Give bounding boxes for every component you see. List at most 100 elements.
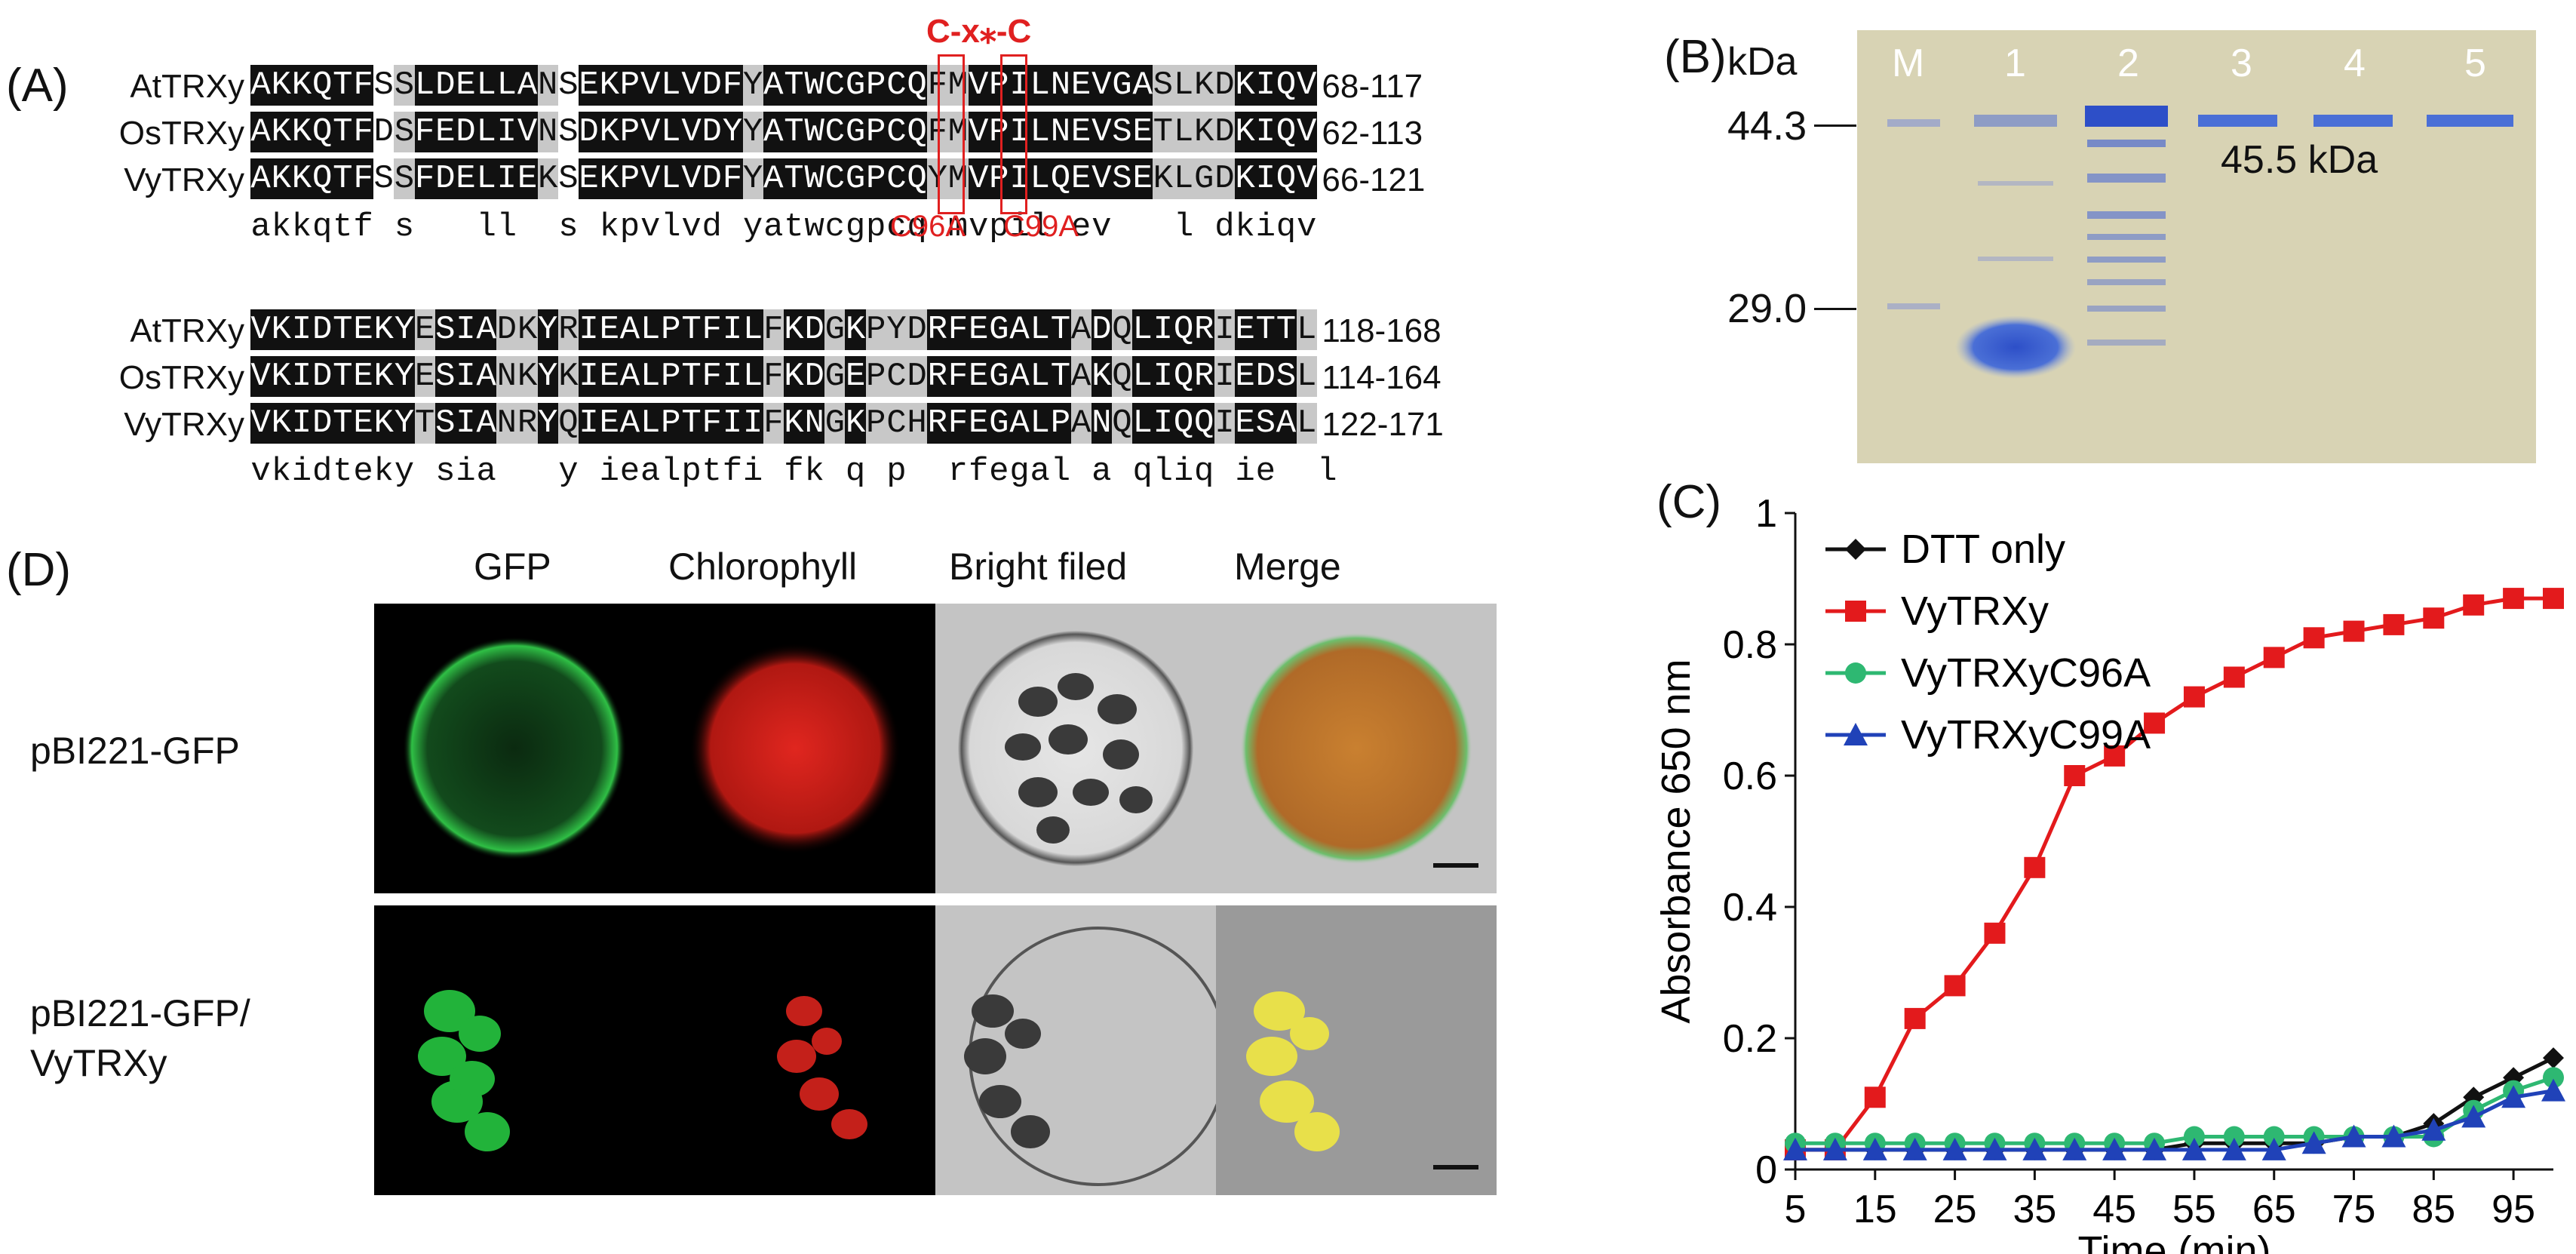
- data-point: [2543, 1047, 2564, 1069]
- data-point: [2022, 1137, 2047, 1160]
- data-point: [2223, 1126, 2245, 1148]
- marker-29-label: 29.0: [1727, 286, 1807, 331]
- y-tick-label: 0: [1755, 1148, 1777, 1192]
- band-size-label: 45.5 kDa: [2221, 138, 2378, 182]
- panel-c-label: (C): [1656, 476, 1722, 528]
- data-point: [1864, 1086, 1886, 1108]
- gel-image: [1887, 106, 2513, 379]
- consensus-row: akkqtf s ll s kpvlvd yatwcgpcq mvpil ev …: [250, 208, 1317, 246]
- mutation-label-c96a: C96A: [890, 210, 966, 243]
- x-axis-label: Time (min): [2078, 1228, 2271, 1254]
- sequence-row: VKIDTEKYESIANKYKIEALPTFILFKDGEPCDRFEGALT…: [250, 356, 1317, 397]
- x-tick-label: 55: [2172, 1188, 2216, 1231]
- data-point: [2541, 1078, 2565, 1102]
- data-point: [2421, 1117, 2446, 1141]
- data-point: [2062, 1137, 2087, 1160]
- sequence-name: AtTRXy: [130, 68, 244, 105]
- cys96-box: [938, 54, 965, 214]
- sequence-row: VKIDTEKYTSIANRYQIEALPTFIIFKNGKPCHRFEGALP…: [250, 403, 1317, 444]
- x-tick-label: 85: [2412, 1188, 2455, 1231]
- x-tick-label: 65: [2252, 1188, 2296, 1231]
- motif-label: C-x⁎-C: [926, 13, 1032, 50]
- data-point: [1944, 975, 1966, 997]
- legend-marker: [1845, 601, 1866, 622]
- panel-a-label: (A): [6, 60, 69, 112]
- data-point: [1783, 1137, 1807, 1160]
- legend-marker: [1845, 662, 1866, 684]
- mutation-label-c99a: C99A: [1003, 210, 1079, 243]
- legend-marker: [1845, 539, 1866, 560]
- data-point: [2183, 686, 2205, 708]
- column-merge: Merge: [1234, 546, 1341, 588]
- row-label-gfp-vytrxy: pBI221-GFP/ VyTRXy: [30, 992, 250, 1084]
- sequence-name: OsTRXy: [118, 115, 244, 152]
- data-point: [1984, 922, 2006, 944]
- sequence-row: AKKQTFSSFDELIEKSEKPVLVDFYATWCGPCQYMVPILQ…: [250, 158, 1317, 199]
- data-point: [1822, 1137, 1847, 1160]
- y-tick-label: 0.8: [1723, 623, 1777, 667]
- sequence-name: VyTRXy: [124, 161, 244, 198]
- micrograph-grid: [374, 604, 1497, 1195]
- data-point: [2301, 1131, 2326, 1154]
- sequence-row: AKKQTFSSLDELLANSEKPVLVDFYATWCGPCQFMVPILN…: [250, 65, 1317, 106]
- consensus-row: vkidteky sia y iealptfi fk q p rfegal a …: [250, 453, 1337, 490]
- legend-label: VyTRXy: [1901, 589, 2049, 634]
- data-point: [2104, 745, 2126, 767]
- y-tick-label: 0.6: [1723, 755, 1777, 798]
- sequence-range: 114-164: [1322, 359, 1442, 396]
- data-point: [2181, 1137, 2206, 1160]
- marker-44-tick: [1814, 124, 1856, 127]
- legend-label: DTT only: [1901, 527, 2065, 572]
- sequence-row: VKIDTEKYESIADKYRIEALPTFILFKDGKPYDRFEGALT…: [250, 309, 1317, 350]
- data-point: [2303, 627, 2325, 649]
- x-tick-label: 25: [1933, 1188, 1977, 1231]
- data-point: [2423, 607, 2445, 629]
- data-point: [2461, 1105, 2486, 1128]
- x-tick-label: 75: [2332, 1188, 2376, 1231]
- x-tick-label: 5: [1785, 1188, 1807, 1231]
- data-point: [2381, 1124, 2406, 1148]
- data-point: [1862, 1137, 1887, 1160]
- data-point: [2543, 588, 2564, 610]
- data-point: [1902, 1137, 1927, 1160]
- panel-b-label: (B): [1664, 31, 1727, 83]
- data-point: [2341, 1124, 2366, 1148]
- data-point: [2223, 666, 2245, 688]
- y-tick-label: 0.2: [1723, 1017, 1777, 1061]
- x-tick-label: 45: [2092, 1188, 2136, 1231]
- kda-unit: kDa: [1727, 40, 1798, 84]
- data-point: [2144, 712, 2166, 734]
- data-point: [2263, 1126, 2285, 1148]
- data-point: [2183, 1126, 2205, 1148]
- sequence-range: 68-117: [1322, 68, 1423, 105]
- y-axis-label: Absorbance 650 nm: [1653, 659, 1699, 1023]
- lane-4-label: 4: [2344, 41, 2366, 85]
- panel-d-label: (D): [6, 544, 72, 596]
- lane-2-label: 2: [2117, 41, 2139, 85]
- sequence-range: 118-168: [1322, 312, 1442, 349]
- sequence-range: 122-171: [1322, 406, 1444, 443]
- data-point: [2263, 647, 2285, 668]
- x-tick-label: 15: [1853, 1188, 1897, 1231]
- data-point: [2543, 1067, 2564, 1089]
- data-point: [2221, 1137, 2246, 1160]
- sequence-name: OsTRXy: [118, 359, 244, 396]
- x-tick-label: 95: [2492, 1188, 2535, 1231]
- data-point: [1982, 1137, 2007, 1160]
- sequence-row: AKKQTFDSFEDLIVNSDKPVLVDYYATWCGPCQFMVPILN…: [250, 112, 1317, 152]
- lane-3-label: 3: [2231, 41, 2252, 85]
- legend-label: VyTRXyC96A: [1901, 650, 2151, 696]
- sds-page-gel: M 1 2 3 4 5 45.5 kDa: [1857, 30, 2536, 463]
- cys99-box: [1000, 54, 1027, 214]
- data-point: [1942, 1137, 1967, 1160]
- data-point: [2501, 1085, 2526, 1108]
- column-gfp: GFP: [474, 546, 551, 588]
- data-point: [2463, 594, 2485, 616]
- data-point: [2383, 613, 2405, 635]
- y-tick-label: 1: [1755, 492, 1777, 536]
- column-bright-field: Bright filed: [949, 546, 1128, 588]
- data-point: [2142, 1137, 2167, 1160]
- data-point: [2102, 1137, 2127, 1160]
- data-point: [1904, 1007, 1926, 1029]
- y-tick-label: 0.4: [1723, 886, 1777, 930]
